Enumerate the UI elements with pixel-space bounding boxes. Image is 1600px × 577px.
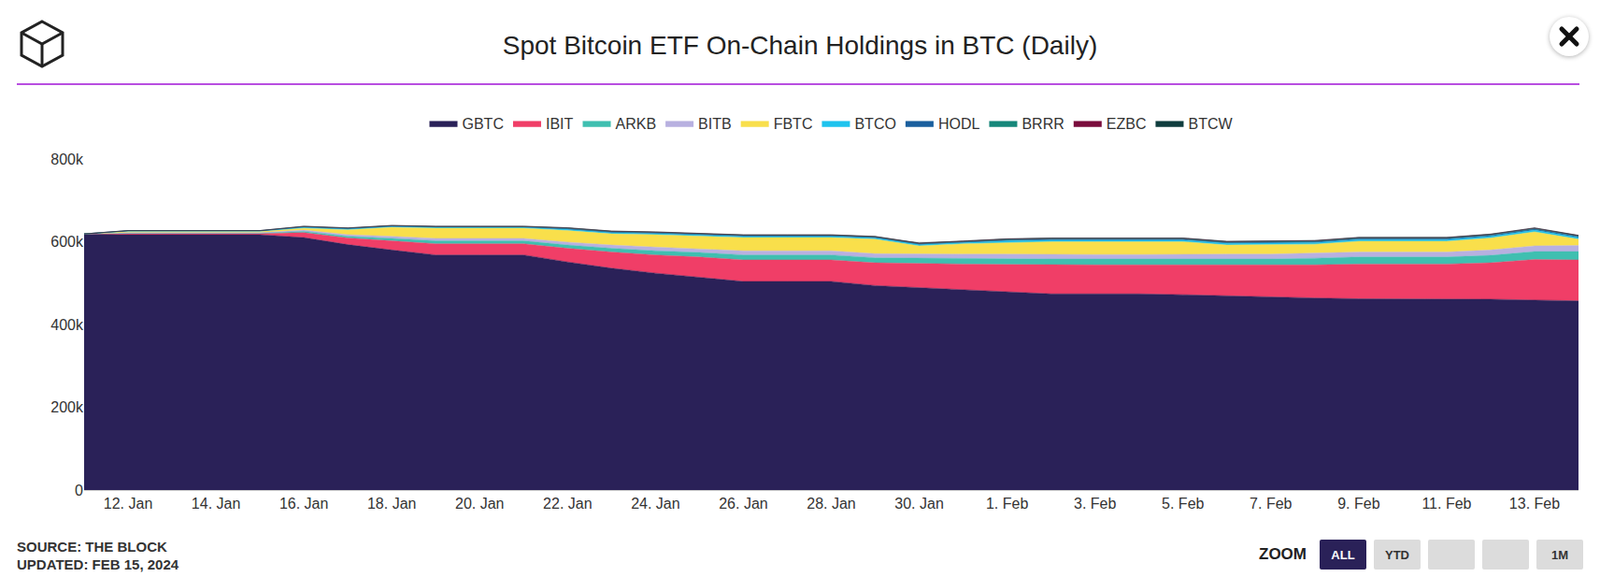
svg-text:ARKB: ARKB — [615, 115, 658, 132]
svg-text:GBTC: GBTC — [462, 115, 504, 132]
svg-text:26. Jan: 26. Jan — [718, 495, 768, 512]
svg-text:1. Feb: 1. Feb — [985, 495, 1029, 512]
svg-text:3. Feb: 3. Feb — [1073, 495, 1116, 512]
html-text:SOURCE: THE BLOCK: SOURCE: THE BLOCK — [16, 538, 168, 555]
svg-text:BITB: BITB — [698, 115, 732, 132]
svg-text:5. Feb: 5. Feb — [1161, 495, 1204, 512]
svg-text:FBTC: FBTC — [773, 115, 814, 132]
svg-text:20. Jan: 20. Jan — [455, 495, 504, 512]
svg-text:7. Feb: 7. Feb — [1249, 495, 1292, 512]
svg-text:400k: 400k — [50, 316, 85, 333]
svg-text:24. Jan: 24. Jan — [630, 495, 680, 512]
svg-text:EZBC: EZBC — [1106, 115, 1147, 132]
svg-text:28. Jan: 28. Jan — [806, 495, 856, 512]
svg-text:BRRR: BRRR — [1021, 115, 1064, 132]
html-text:ALL: ALL — [1331, 547, 1355, 562]
svg-text:9. Feb: 9. Feb — [1337, 495, 1380, 512]
svg-text:13. Feb: 13. Feb — [1509, 495, 1560, 512]
svg-text:14. Jan: 14. Jan — [191, 495, 241, 512]
svg-text:BTCO: BTCO — [854, 115, 896, 132]
svg-text:22. Jan: 22. Jan — [542, 495, 592, 512]
svg-text:Spot Bitcoin ETF On-Chain Hold: Spot Bitcoin ETF On-Chain Holdings in BT… — [502, 30, 1098, 60]
html-text:UPDATED: FEB 15, 2024: UPDATED: FEB 15, 2024 — [16, 556, 179, 572]
svg-text:16. Jan: 16. Jan — [279, 495, 329, 512]
html-text:YTD: YTD — [1385, 547, 1410, 562]
svg-text:30. Jan: 30. Jan — [894, 495, 943, 512]
svg-text:HODL: HODL — [938, 115, 981, 132]
svg-text:BTCW: BTCW — [1187, 115, 1233, 132]
svg-text:200k: 200k — [50, 399, 85, 415]
svg-text:800k: 800k — [50, 151, 85, 168]
svg-text:11. Feb: 11. Feb — [1421, 495, 1472, 512]
html-text:ZOOM: ZOOM — [1258, 544, 1307, 563]
svg-text:12. Jan: 12. Jan — [103, 495, 153, 512]
svg-text:IBIT: IBIT — [545, 115, 574, 132]
svg-text:600k: 600k — [50, 233, 85, 250]
svg-text:0: 0 — [74, 482, 84, 499]
html-text:1M: 1M — [1551, 547, 1569, 562]
svg-text:18. Jan: 18. Jan — [367, 495, 416, 512]
